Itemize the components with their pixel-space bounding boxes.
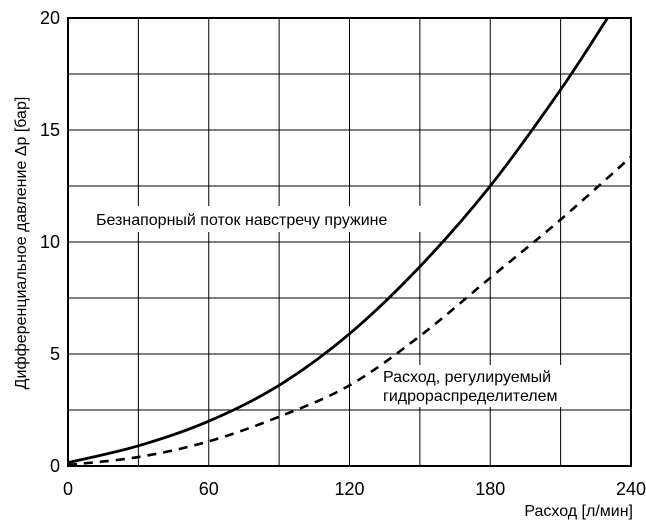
x-tick-label: 240 bbox=[616, 479, 646, 499]
y-tick-label: 5 bbox=[50, 344, 60, 364]
annotation-dashed-curve-line2: гидрораспределителем bbox=[383, 388, 558, 405]
x-tick-labels: 0 60 120 180 240 bbox=[63, 479, 646, 499]
grid bbox=[68, 18, 631, 466]
y-axis-label: Дифференциальное давление Δp [бар] bbox=[13, 97, 30, 390]
annotation-bg-dashed bbox=[379, 365, 601, 407]
y-tick-label: 20 bbox=[40, 8, 60, 28]
x-tick-label: 120 bbox=[334, 479, 364, 499]
x-axis-label: Расход [л/мин] bbox=[524, 503, 633, 520]
y-tick-labels: 0 5 10 15 20 bbox=[40, 8, 60, 476]
y-tick-label: 0 bbox=[50, 456, 60, 476]
annotation-bg-solid bbox=[92, 206, 450, 232]
x-tick-label: 180 bbox=[475, 479, 505, 499]
y-tick-label: 10 bbox=[40, 232, 60, 252]
plot-frame bbox=[67, 17, 632, 467]
x-tick-label: 0 bbox=[63, 479, 73, 499]
y-tick-label: 15 bbox=[40, 120, 60, 140]
series-line-solid bbox=[67, 17, 609, 465]
annotation-solid-curve: Безнапорный поток навстречу пружине bbox=[96, 212, 387, 229]
x-tick-label: 60 bbox=[199, 479, 219, 499]
series-line-dashed bbox=[67, 155, 632, 467]
annotation-dashed-curve-line1: Расход, регулируемый bbox=[383, 369, 551, 386]
series-layer bbox=[67, 17, 632, 467]
